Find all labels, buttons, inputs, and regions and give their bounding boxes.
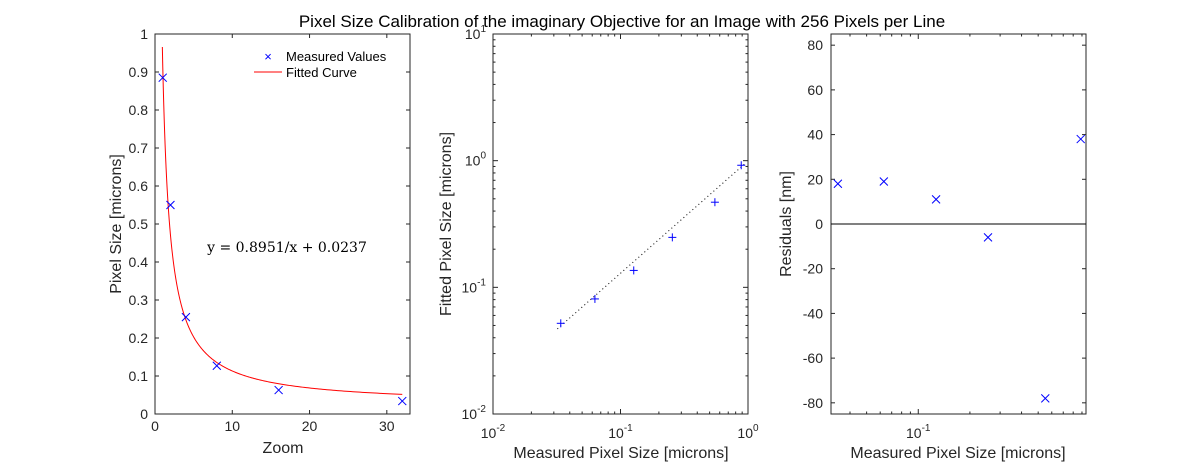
fit-equation: y = 0.8951/x + 0.0237	[206, 240, 367, 256]
measured-point-1	[166, 200, 175, 210]
residual-point-1-b	[879, 177, 889, 186]
measured-point-1-b	[166, 200, 175, 210]
plot1-ytick-label-9: 0.9	[129, 64, 149, 80]
plot1-xtick-label-2: 20	[302, 418, 318, 434]
pixel-size-vs-zoom-plot: 0 10 20 30 0 0.1 0.2 0.3 0.4 0.5 0.6 0.7 0.8 0.9 1 Zoo…	[108, 26, 411, 457]
measured-point-2	[181, 312, 191, 322]
measured-point-0	[158, 73, 168, 83]
residual-point-5	[1076, 134, 1086, 144]
residual-point-1	[879, 177, 889, 186]
fitted-point-3	[668, 233, 677, 242]
measured-point-4-b	[274, 385, 283, 395]
plot1-ytick-label-3: 0.3	[129, 292, 149, 308]
plot3-ytick-label-5: 20	[807, 171, 823, 187]
plot2-xlabel: Measured Pixel Size [microns]	[513, 445, 728, 462]
plot2-xtick-label-2: 100	[737, 423, 759, 441]
measured-point-2-b	[181, 312, 191, 322]
plot1-xtick-label-3: 30	[379, 418, 395, 434]
plot3-ytick-label-8: 80	[807, 37, 823, 53]
measured-point-3-b	[212, 361, 222, 371]
plot3-ytick-label-1: -60	[803, 350, 823, 366]
fitted-point-5	[737, 161, 746, 170]
plot1-ytick-label-10: 1	[140, 26, 148, 42]
fitted-curve	[161, 46, 403, 395]
plot3-ytick-label-0: -80	[803, 395, 823, 411]
residual-point-3	[983, 233, 993, 242]
plot3-ytick-label-3: -20	[803, 261, 823, 277]
legend-fitted-label: Fitted Curve	[286, 65, 357, 80]
plot1-xtick-label-1: 10	[224, 418, 240, 434]
plot2-frame	[492, 33, 749, 415]
measured-point-5	[397, 396, 407, 406]
plot1-xlabel: Zoom	[263, 440, 304, 457]
plot2-xtick-label-1: 10-1	[608, 423, 633, 441]
identity-line	[557, 163, 746, 330]
plot1-legend: × Measured Values Fitted Curve	[254, 49, 387, 80]
measured-point-3	[212, 361, 222, 371]
plot3-ytick-label-6: 40	[807, 127, 823, 143]
fitted-vs-measured-plot: 10-2 10-1 100 10-2 10-1 100 101 Measured Pixel…	[438, 24, 759, 462]
measured-point-0-b	[158, 73, 168, 83]
residual-point-4-b	[1040, 393, 1050, 403]
plot2-xtick-label-0: 10-2	[481, 423, 506, 441]
fitted-point-4	[710, 198, 719, 207]
residual-point-4	[1040, 393, 1050, 403]
plot3-xlabel: Measured Pixel Size [microns]	[850, 445, 1065, 462]
plot1-ytick-label-4: 0.4	[129, 254, 149, 270]
plot3-ytick-label-2: -40	[803, 305, 823, 321]
residuals-plot: 10-1 -80 -60 -40 -20 0 20 40 60 80 Measured Pixel…	[778, 33, 1087, 462]
residual-point-2	[931, 195, 941, 204]
plot1-ytick-label-0: 0	[140, 406, 148, 422]
plot2-ytick-label-0: 10-2	[462, 404, 487, 422]
plot3-ytick-label-4: 0	[815, 216, 823, 232]
plot2-ylabel: Fitted Pixel Size [microns]	[438, 132, 455, 316]
fitted-point-0	[556, 319, 565, 328]
plot2-ytick-label-3: 101	[465, 24, 487, 42]
plot3-xtick-label-0: 10-1	[906, 423, 931, 441]
plot1-ytick-label-1: 0.1	[129, 368, 149, 384]
residual-point-5-b	[1076, 134, 1086, 144]
residual-point-0	[833, 179, 843, 189]
plot1-xtick-label-0: 0	[151, 418, 159, 434]
plot1-ytick-label-7: 0.7	[129, 140, 149, 156]
plot3-ylabel: Residuals [nm]	[778, 171, 795, 277]
plot1-ytick-label-6: 0.6	[129, 178, 149, 194]
residual-point-0-b	[833, 179, 843, 189]
fitted-point-2	[629, 266, 638, 275]
plot1-ylabel: Pixel Size [microns]	[108, 154, 125, 294]
residual-point-3-b	[983, 233, 993, 242]
plot1-ytick-label-2: 0.2	[129, 330, 149, 346]
plot3-ytick-label-7: 60	[807, 82, 823, 98]
legend-measured-label: Measured Values	[286, 49, 387, 64]
fitted-point-1	[590, 294, 599, 303]
plot1-ytick-label-5: 0.5	[129, 216, 149, 232]
plot2-ytick-label-2: 100	[465, 151, 487, 169]
measured-point-5-b	[397, 396, 407, 406]
legend-marker-x: ×	[264, 49, 272, 64]
plot1-frame	[154, 33, 411, 415]
plot2-ytick-label-1: 10-1	[462, 277, 487, 295]
residual-point-2-b	[931, 195, 941, 204]
plot1-ytick-label-8: 0.8	[129, 102, 149, 118]
measured-point-4	[274, 385, 283, 395]
figure-title: Pixel Size Calibration of the imaginary …	[299, 12, 945, 31]
